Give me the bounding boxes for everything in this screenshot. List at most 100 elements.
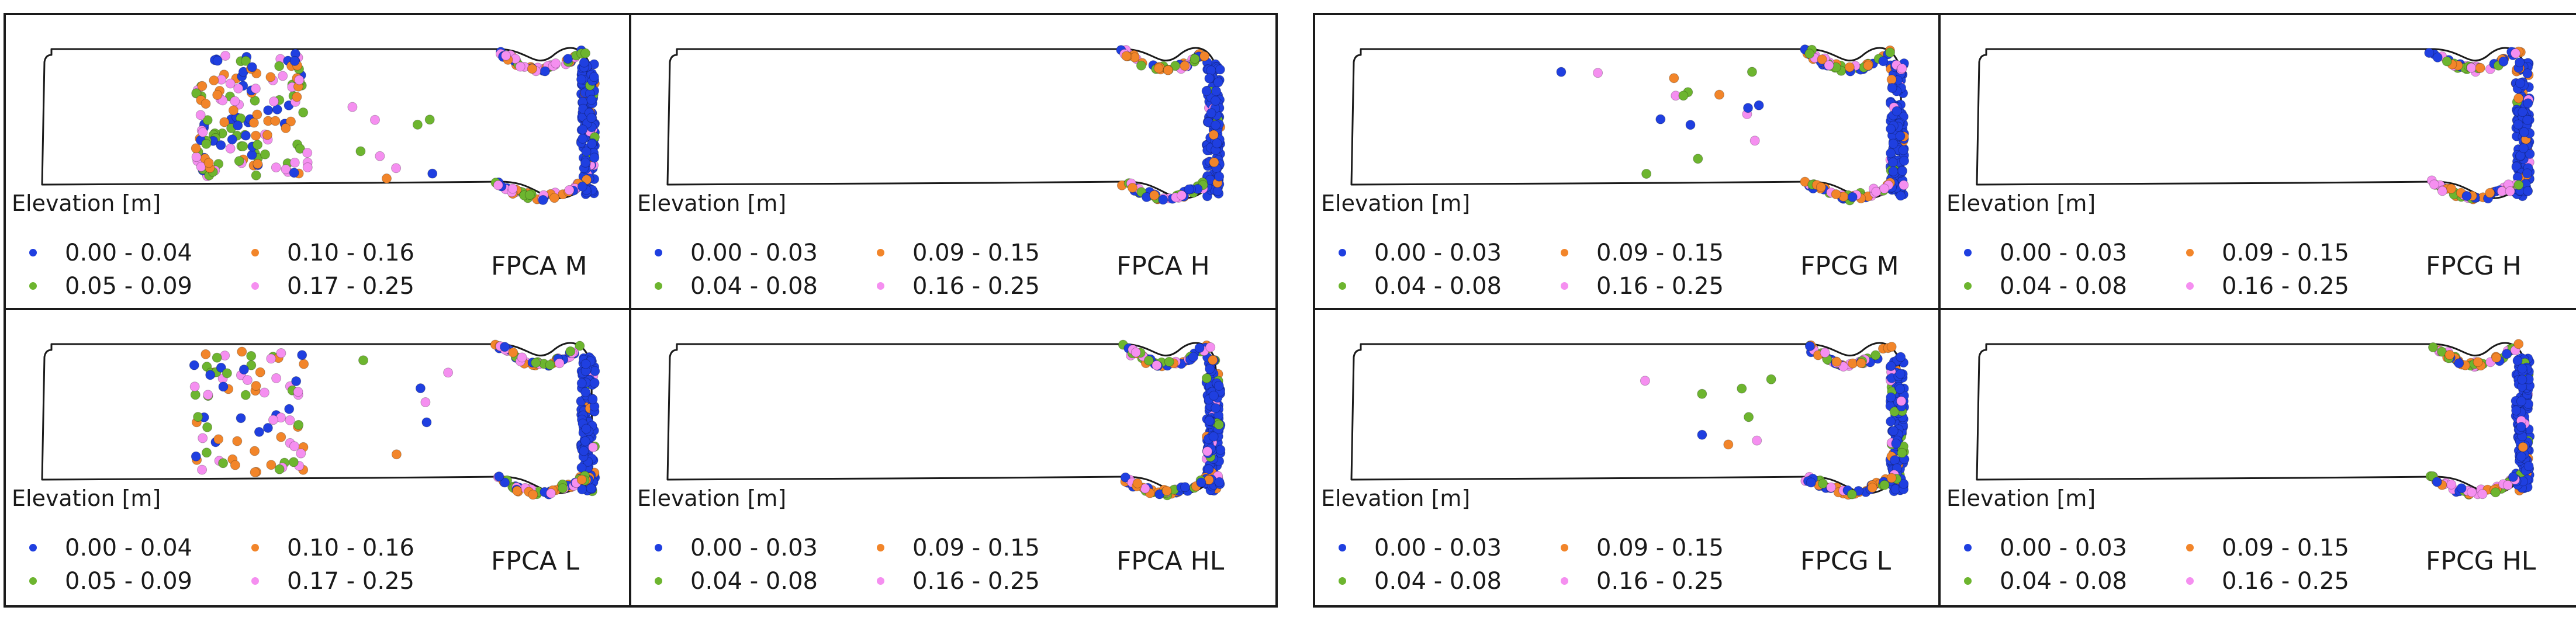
- scour-point: [1212, 138, 1222, 148]
- scour-point: [1878, 56, 1889, 67]
- pier-outline: [41, 342, 593, 494]
- legend-dot-icon: [2186, 543, 2194, 551]
- pier-outline: [1976, 47, 2528, 199]
- scour-point: [1886, 342, 1897, 352]
- scour-point: [251, 381, 261, 391]
- scour-point: [1205, 342, 1216, 352]
- scour-point: [295, 144, 305, 154]
- scour-point: [586, 113, 597, 123]
- scour-point: [1879, 183, 1890, 194]
- scour-point: [219, 117, 230, 127]
- scour-point: [2491, 352, 2502, 363]
- legend-dot-icon: [655, 543, 662, 551]
- scour-point: [500, 342, 510, 352]
- scour-point: [251, 170, 261, 181]
- scour-point: [2505, 186, 2515, 196]
- scour-point: [269, 96, 279, 107]
- scour-point: [292, 92, 302, 102]
- scour-point: [246, 351, 257, 361]
- scour-point: [1847, 192, 1858, 202]
- scour-point: [1208, 431, 1219, 442]
- scour-point: [289, 168, 299, 178]
- scour-point: [218, 458, 229, 469]
- scour-point: [1895, 131, 1906, 141]
- scour-point: [238, 141, 248, 151]
- legend-label: 0.09 - 0.15: [1596, 240, 1724, 266]
- scour-point: [412, 119, 423, 130]
- legend-item-class-3: 0.10 - 0.16: [251, 240, 414, 266]
- scour-point: [1208, 355, 1218, 365]
- scour-point: [1213, 419, 1224, 430]
- scour-point: [216, 362, 226, 373]
- scour-point: [1209, 390, 1219, 401]
- scour-point: [276, 432, 286, 442]
- legend-item-class-2: 0.04 - 0.08: [1964, 568, 2127, 595]
- scour-point: [1206, 65, 1216, 76]
- legend-label: 0.09 - 0.15: [912, 535, 1040, 561]
- legend-item-class-2: 0.04 - 0.08: [655, 273, 818, 300]
- scour-point: [281, 164, 291, 175]
- scour-point: [2475, 63, 2485, 73]
- legend-dot-icon: [877, 248, 884, 256]
- legend-item-class-4: 0.17 - 0.25: [251, 568, 414, 595]
- scour-point: [1886, 124, 1896, 134]
- scour-point: [2513, 93, 2524, 103]
- legend-dot-icon: [1339, 543, 1346, 551]
- scour-point: [512, 485, 523, 496]
- scour-point: [253, 159, 263, 169]
- legend-dot-icon: [877, 282, 884, 290]
- scour-point: [2428, 342, 2438, 352]
- scour-point: [1201, 373, 1212, 383]
- scour-point: [1856, 358, 1866, 368]
- scour-point: [1896, 190, 1906, 201]
- scour-point: [230, 96, 240, 106]
- scour-point: [1870, 350, 1881, 360]
- scour-point: [2473, 357, 2483, 367]
- scour-point: [2461, 191, 2472, 201]
- pier-plot: [41, 339, 600, 500]
- scour-point: [564, 185, 575, 195]
- panel-title: FPCG L: [1800, 546, 1892, 576]
- scour-point: [577, 181, 587, 192]
- scour-point: [1895, 384, 1905, 394]
- scour-point: [197, 464, 208, 475]
- scour-point: [2511, 48, 2520, 58]
- scour-point: [1697, 429, 1707, 440]
- scour-point: [1844, 62, 1855, 72]
- scour-point: [2446, 183, 2457, 194]
- legend-label: 0.00 - 0.04: [65, 535, 192, 561]
- legend-label: 0.05 - 0.09: [65, 568, 192, 595]
- scour-point: [278, 71, 288, 81]
- pier-outline: [1976, 342, 2528, 494]
- scour-point: [289, 441, 299, 452]
- legend-item-class-3: 0.09 - 0.15: [877, 535, 1040, 561]
- scour-point: [250, 84, 261, 94]
- scour-point: [285, 415, 295, 425]
- scour-point: [198, 127, 208, 137]
- legend-label: 0.04 - 0.08: [1374, 273, 1502, 300]
- scour-point: [212, 352, 222, 363]
- legend-label: 0.09 - 0.15: [2222, 535, 2349, 561]
- scour-point: [391, 449, 402, 460]
- legend-item-class-3: 0.09 - 0.15: [877, 240, 1040, 266]
- panel-fpca-l: Elevation [m] 0.00 - 0.04 0.05 - 0.09 0.…: [6, 310, 629, 603]
- scour-point: [2437, 186, 2447, 196]
- panel-fpcg-hl: Elevation [m] 0.00 - 0.03 0.04 - 0.08 0.…: [1941, 310, 2564, 603]
- legend-dot-icon: [1561, 543, 1568, 551]
- elevation-axis-label: Elevation [m]: [1946, 485, 2096, 511]
- scour-point: [546, 488, 556, 498]
- scour-point: [427, 168, 438, 179]
- panel-fpca-hl: Elevation [m] 0.00 - 0.03 0.04 - 0.08 0.…: [631, 310, 1254, 603]
- scour-point: [1752, 435, 1762, 446]
- legend-dot-icon: [251, 248, 259, 256]
- scour-point: [1136, 60, 1146, 71]
- scour-point: [286, 116, 296, 127]
- scour-point: [1887, 157, 1898, 168]
- panel-title: FPCG M: [1800, 251, 1899, 281]
- scour-point: [2511, 405, 2522, 416]
- scour-point: [524, 190, 535, 200]
- divider-vertical: [1938, 15, 1941, 605]
- scour-point: [2501, 349, 2512, 359]
- legend-label: 0.00 - 0.03: [690, 240, 818, 266]
- scour-point: [1766, 374, 1776, 384]
